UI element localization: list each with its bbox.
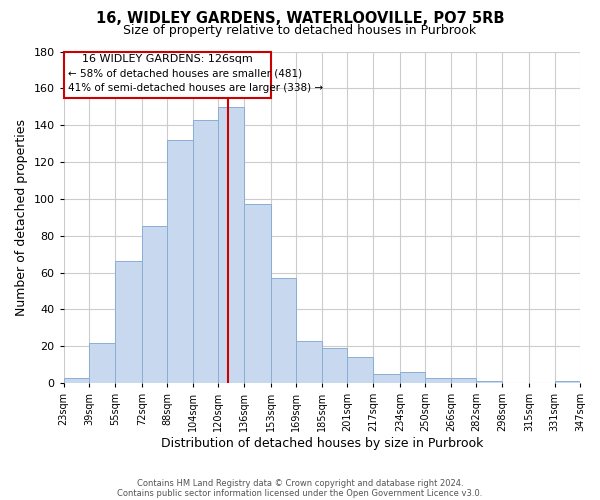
Bar (476, 381, 502, 383)
Bar (296, 340, 322, 383)
Text: ← 58% of detached houses are smaller (481): ← 58% of detached houses are smaller (48… (68, 68, 302, 78)
Bar (89, 342, 115, 383)
Text: 16 WIDLEY GARDENS: 126sqm: 16 WIDLEY GARDENS: 126sqm (82, 54, 253, 64)
Bar (322, 348, 347, 383)
Bar (554, 381, 580, 383)
Bar (218, 107, 244, 383)
Bar (115, 262, 142, 383)
Text: Size of property relative to detached houses in Purbrook: Size of property relative to detached ho… (124, 24, 476, 37)
Bar (347, 358, 373, 383)
FancyBboxPatch shape (64, 52, 271, 98)
Bar (425, 378, 451, 383)
Bar (400, 372, 425, 383)
Bar (244, 204, 271, 383)
Text: 16, WIDLEY GARDENS, WATERLOOVILLE, PO7 5RB: 16, WIDLEY GARDENS, WATERLOOVILLE, PO7 5… (96, 11, 504, 26)
Bar (271, 278, 296, 383)
Bar (373, 374, 400, 383)
Bar (64, 378, 89, 383)
Bar (142, 226, 167, 383)
X-axis label: Distribution of detached houses by size in Purbrook: Distribution of detached houses by size … (161, 437, 483, 450)
Bar (167, 140, 193, 383)
Bar (451, 378, 476, 383)
Y-axis label: Number of detached properties: Number of detached properties (15, 119, 28, 316)
Text: 41% of semi-detached houses are larger (338) →: 41% of semi-detached houses are larger (… (68, 83, 323, 93)
Bar (193, 120, 218, 383)
Text: Contains public sector information licensed under the Open Government Licence v3: Contains public sector information licen… (118, 488, 482, 498)
Text: Contains HM Land Registry data © Crown copyright and database right 2024.: Contains HM Land Registry data © Crown c… (137, 478, 463, 488)
